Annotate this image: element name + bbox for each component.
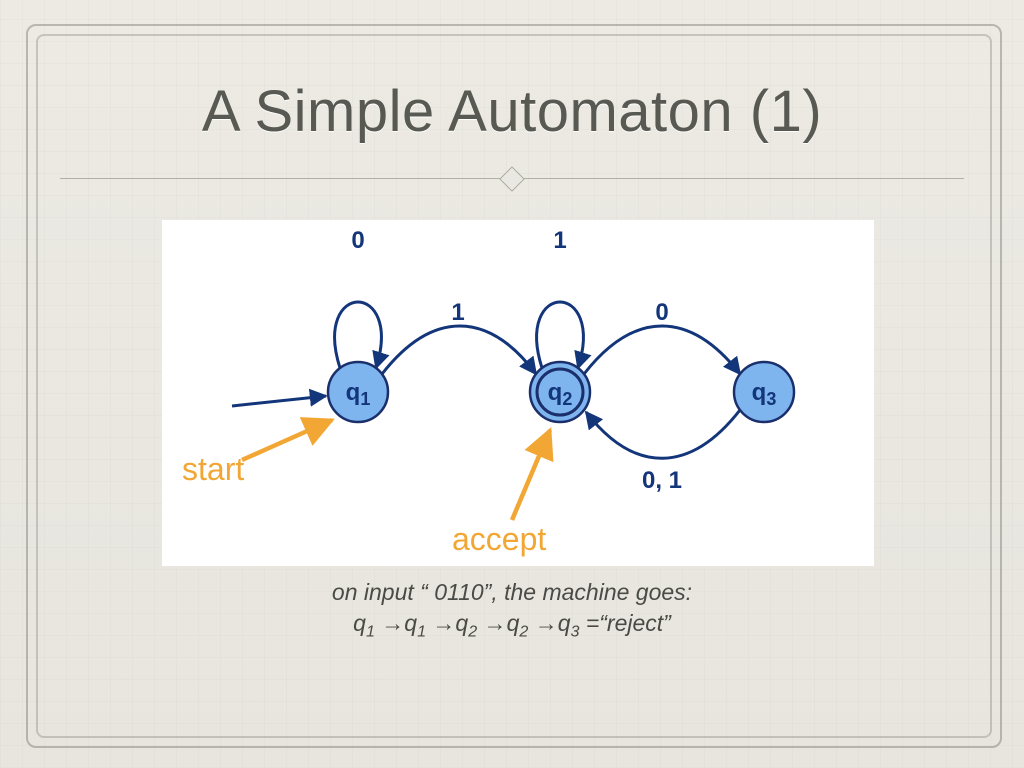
title-underline (60, 170, 964, 190)
caption-trace: q1 →q1 →q2 →q2 →q3 =“reject” (0, 608, 1024, 643)
selfloop-q1-label: 0 (351, 227, 364, 254)
accept-pointer-icon (512, 430, 550, 520)
edge-q3-q2-label: 0, 1 (642, 467, 682, 494)
edge-q2-q3 (584, 326, 740, 374)
underline-diamond-icon (499, 166, 524, 191)
state-q3: q3 (734, 362, 794, 422)
start-pointer-icon (242, 420, 332, 460)
start-annotation: start (182, 451, 244, 487)
state-q2-accept: q2 (530, 362, 590, 422)
edge-q3-q2 (586, 410, 740, 458)
caption-line1: on input “ 0110”, the machine goes: (0, 577, 1024, 608)
edge-q1-q2 (382, 326, 536, 374)
caption: on input “ 0110”, the machine goes: q1 →… (0, 577, 1024, 643)
selfloop-q2-label: 1 (553, 227, 566, 254)
selfloop-q2 (537, 302, 584, 368)
edge-q2-q3-label: 0 (655, 299, 668, 326)
slide-page: A Simple Automaton (1) 0 1 (0, 0, 1024, 768)
edge-q1-q2-label: 1 (451, 299, 464, 326)
accept-annotation: accept (452, 521, 546, 557)
automaton-figure: 0 1 1 0 0, 1 q1 q2 (162, 220, 874, 566)
automaton-svg: 0 1 1 0 0, 1 q1 q2 (162, 220, 874, 566)
slide-title: A Simple Automaton (1) (0, 78, 1024, 145)
selfloop-q1 (335, 302, 382, 368)
start-entry-edge (232, 396, 326, 406)
state-q1: q1 (328, 362, 388, 422)
